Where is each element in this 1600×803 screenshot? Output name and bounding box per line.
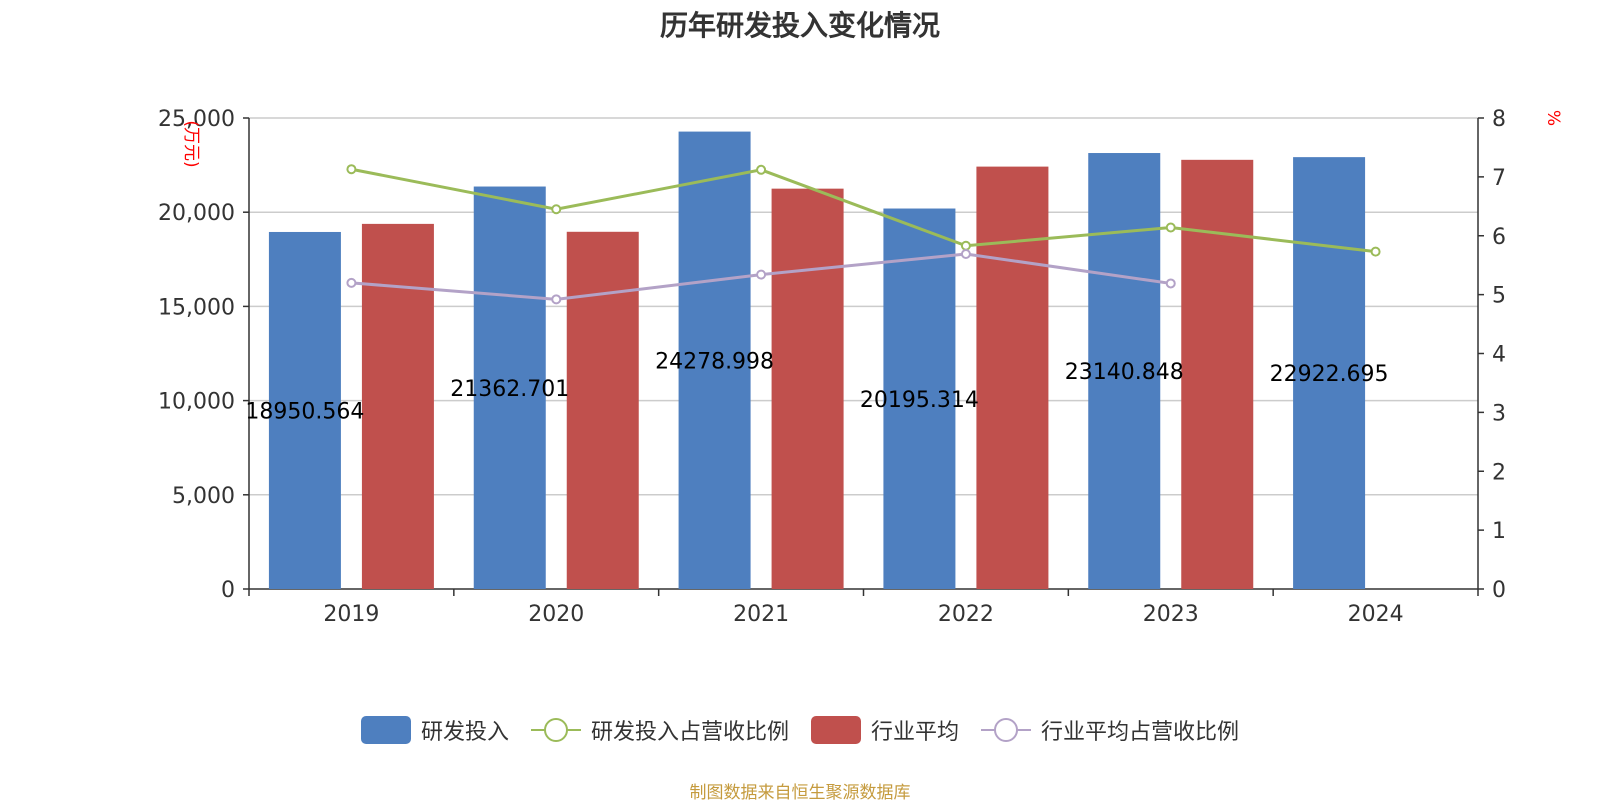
y-right-tick-label: 7	[1492, 166, 1506, 191]
bar-data-label: 22922.695	[1270, 362, 1389, 387]
y-right-tick-label: 8	[1492, 107, 1506, 132]
legend-label: 行业平均	[871, 720, 960, 745]
legend-item[interactable]: 研发投入占营收比例	[530, 714, 789, 746]
bar-data-label: 23140.848	[1065, 360, 1184, 385]
y-right-tick-label: 0	[1492, 578, 1506, 603]
legend-line-swatch	[981, 716, 1032, 744]
line-point	[960, 240, 971, 251]
y-left-tick-label: 25,000	[158, 107, 235, 132]
bar-2023-industry	[1181, 159, 1254, 589]
x-tick-label: 2019	[323, 602, 379, 627]
y-left-tick-label: 5,000	[172, 484, 235, 509]
bar-2022-rd	[883, 208, 956, 590]
line-point	[756, 164, 767, 175]
x-tick-label: 2022	[938, 602, 994, 627]
bar-2021-industry	[771, 188, 844, 589]
y-right-tick-label: 2	[1492, 460, 1506, 485]
y-left-tick-label: 15,000	[158, 295, 235, 320]
line-point	[346, 164, 357, 175]
bar-2022-industry	[976, 166, 1049, 590]
y-left-tick-label: 10,000	[158, 390, 235, 415]
y-right-tick-label: 5	[1492, 284, 1506, 309]
bar-2019-rd	[268, 231, 341, 589]
x-tick-label: 2020	[528, 602, 584, 627]
line-point	[346, 277, 357, 288]
data-source-note: 制图数据来自恒生聚源数据库	[689, 783, 911, 803]
line-point	[1370, 246, 1381, 257]
y-right-tick-label: 4	[1492, 343, 1506, 368]
line-point	[551, 204, 562, 215]
x-tick-label: 2023	[1143, 602, 1199, 627]
y-right-tick-label: 3	[1492, 401, 1506, 426]
x-tick-label: 2024	[1348, 602, 1404, 627]
chart: 0 5,000 10,000 15,000 20,000 25,000 0 1 2 3 4 5 6 7 8 2…	[158, 107, 1563, 627]
bar-data-label: 18950.564	[245, 399, 364, 424]
line-point	[960, 249, 971, 260]
legend-item[interactable]: 行业平均	[811, 714, 959, 746]
y-right-unit: %	[1543, 110, 1563, 126]
y-right-tick-label: 1	[1492, 519, 1506, 544]
bar-data-label: 24278.998	[655, 349, 774, 374]
legend-item[interactable]: 行业平均占营收比例	[981, 714, 1239, 746]
bar-2024-rd	[1293, 157, 1366, 590]
legend-label: 研发投入占营收比例	[590, 720, 789, 745]
bar-2019-industry	[361, 223, 434, 589]
line-point	[1165, 222, 1176, 233]
legend-label: 研发投入	[420, 720, 509, 745]
legend: 研发投入 研发投入占营收比例 行业平均 行业平均占营收比例	[0, 714, 1600, 746]
bar-2021-rd	[678, 131, 751, 589]
bar-2020-industry	[566, 231, 639, 590]
line-rd-ratio	[351, 167, 1376, 254]
legend-bar-swatch	[360, 716, 411, 744]
y-right-tick-label: 6	[1492, 225, 1506, 250]
line-point	[756, 269, 767, 280]
bar-data-label: 20195.314	[860, 388, 979, 413]
bar-data-label: 21362.701	[450, 377, 569, 402]
legend-line-swatch	[530, 716, 581, 744]
line-point	[1165, 278, 1176, 289]
bar-2023-rd	[1088, 153, 1161, 589]
x-tick-label: 2021	[733, 602, 789, 627]
legend-bar-swatch	[811, 716, 861, 744]
y-left-tick-label: 0	[221, 578, 235, 603]
legend-item[interactable]: 研发投入	[360, 714, 509, 746]
legend-label: 行业平均占营收比例	[1041, 720, 1240, 745]
y-left-unit: (万元)	[181, 120, 201, 167]
line-point	[551, 294, 562, 305]
bar-2020-rd	[473, 186, 546, 589]
y-left-tick-label: 20,000	[158, 201, 235, 226]
chart-title: 历年研发投入变化情况	[659, 9, 940, 42]
